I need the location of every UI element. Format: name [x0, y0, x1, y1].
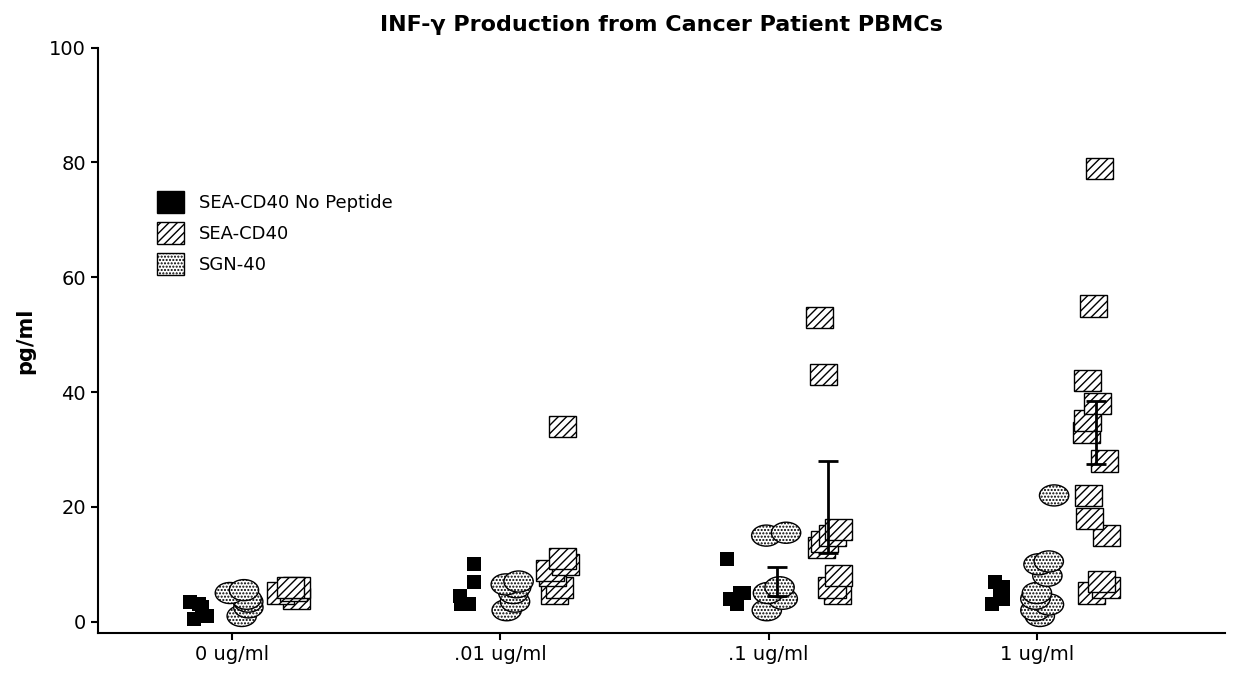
Point	[188, 599, 208, 610]
Ellipse shape	[1021, 600, 1050, 621]
Ellipse shape	[1024, 554, 1053, 575]
Point	[734, 587, 754, 598]
Point	[451, 599, 471, 610]
Ellipse shape	[227, 606, 257, 627]
FancyBboxPatch shape	[811, 531, 838, 552]
FancyBboxPatch shape	[825, 519, 852, 540]
FancyBboxPatch shape	[1074, 370, 1101, 391]
Ellipse shape	[233, 591, 263, 612]
FancyBboxPatch shape	[806, 307, 833, 328]
FancyBboxPatch shape	[1084, 393, 1111, 414]
Point	[990, 587, 1009, 598]
Ellipse shape	[1022, 583, 1052, 604]
FancyBboxPatch shape	[552, 554, 579, 575]
Point	[180, 596, 200, 607]
FancyBboxPatch shape	[825, 565, 852, 587]
FancyBboxPatch shape	[1089, 571, 1116, 592]
Point	[720, 593, 740, 604]
FancyBboxPatch shape	[1092, 576, 1120, 598]
Ellipse shape	[501, 591, 529, 612]
Point	[464, 559, 484, 570]
Ellipse shape	[503, 571, 533, 592]
FancyBboxPatch shape	[283, 576, 310, 598]
Point	[450, 591, 470, 602]
Point	[993, 582, 1013, 593]
FancyBboxPatch shape	[267, 583, 294, 604]
FancyBboxPatch shape	[1075, 485, 1102, 506]
Ellipse shape	[765, 576, 795, 598]
Point	[728, 599, 748, 610]
Ellipse shape	[216, 583, 244, 604]
Point	[192, 602, 212, 612]
Y-axis label: pg/ml: pg/ml	[15, 307, 35, 373]
Ellipse shape	[1039, 485, 1069, 506]
Ellipse shape	[1034, 551, 1064, 572]
FancyBboxPatch shape	[280, 580, 308, 601]
FancyBboxPatch shape	[1094, 525, 1120, 546]
Ellipse shape	[1025, 606, 1054, 627]
Ellipse shape	[232, 588, 262, 609]
Ellipse shape	[771, 522, 801, 543]
FancyBboxPatch shape	[1078, 583, 1105, 604]
Point	[992, 582, 1012, 593]
Point	[465, 576, 485, 587]
Ellipse shape	[1021, 588, 1050, 609]
Point	[993, 593, 1013, 604]
FancyBboxPatch shape	[825, 583, 851, 604]
Ellipse shape	[1033, 565, 1061, 587]
FancyBboxPatch shape	[810, 365, 837, 386]
FancyBboxPatch shape	[547, 576, 573, 598]
FancyBboxPatch shape	[549, 548, 577, 569]
Ellipse shape	[501, 576, 531, 598]
Ellipse shape	[768, 588, 797, 609]
Ellipse shape	[754, 583, 782, 604]
Ellipse shape	[751, 525, 781, 546]
Point	[459, 599, 479, 610]
Point	[985, 576, 1004, 587]
Ellipse shape	[229, 580, 259, 601]
FancyBboxPatch shape	[278, 576, 304, 598]
Point	[720, 593, 740, 604]
Title: INF-γ Production from Cancer Patient PBMCs: INF-γ Production from Cancer Patient PBM…	[379, 15, 942, 35]
FancyBboxPatch shape	[283, 588, 310, 609]
FancyBboxPatch shape	[1080, 295, 1107, 316]
Ellipse shape	[498, 583, 528, 604]
FancyBboxPatch shape	[808, 536, 836, 557]
Legend: SEA-CD40 No Peptide, SEA-CD40, SGN-40: SEA-CD40 No Peptide, SEA-CD40, SGN-40	[151, 185, 398, 280]
FancyBboxPatch shape	[539, 565, 567, 587]
FancyBboxPatch shape	[1086, 158, 1114, 179]
Ellipse shape	[753, 600, 781, 621]
Ellipse shape	[233, 597, 263, 618]
FancyBboxPatch shape	[549, 416, 575, 437]
Ellipse shape	[492, 600, 521, 621]
Point	[197, 610, 217, 621]
Ellipse shape	[1034, 594, 1064, 615]
FancyBboxPatch shape	[542, 583, 568, 604]
FancyBboxPatch shape	[1091, 450, 1118, 471]
FancyBboxPatch shape	[820, 525, 847, 546]
FancyBboxPatch shape	[818, 576, 846, 598]
FancyBboxPatch shape	[537, 559, 563, 581]
Ellipse shape	[491, 574, 521, 595]
Point	[982, 599, 1002, 610]
FancyBboxPatch shape	[1074, 410, 1101, 431]
FancyBboxPatch shape	[1076, 508, 1104, 529]
Point	[717, 553, 737, 564]
FancyBboxPatch shape	[1074, 422, 1100, 443]
Point	[730, 587, 750, 598]
Point	[185, 613, 205, 624]
